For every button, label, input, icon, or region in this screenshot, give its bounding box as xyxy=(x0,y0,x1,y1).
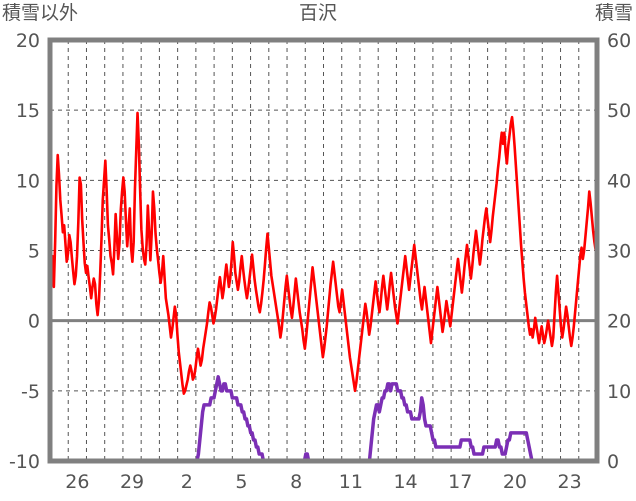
svg-text:23: 23 xyxy=(558,471,582,493)
svg-text:0: 0 xyxy=(28,311,40,333)
svg-text:20: 20 xyxy=(607,311,631,333)
svg-text:-10: -10 xyxy=(9,451,40,473)
left-axis-title: 積雪以外 xyxy=(2,2,79,24)
svg-text:-5: -5 xyxy=(21,381,40,403)
x-axis-ticks: 26 29 2 5 8 11 14 17 20 23 xyxy=(65,471,581,493)
svg-text:20: 20 xyxy=(503,471,527,493)
svg-text:11: 11 xyxy=(339,471,363,493)
svg-text:26: 26 xyxy=(65,471,89,493)
svg-text:60: 60 xyxy=(607,30,631,52)
svg-text:8: 8 xyxy=(290,471,302,493)
svg-text:0: 0 xyxy=(607,451,619,473)
svg-text:5: 5 xyxy=(235,471,247,493)
svg-text:17: 17 xyxy=(448,471,472,493)
svg-text:29: 29 xyxy=(120,471,144,493)
right-axis-title: 積雪 xyxy=(594,2,633,24)
left-axis-ticks: 20 15 10 5 0 -5 -10 xyxy=(9,30,40,473)
svg-text:40: 40 xyxy=(607,170,631,192)
svg-text:20: 20 xyxy=(16,30,40,52)
svg-text:14: 14 xyxy=(393,471,417,493)
chart-title: 百沢 xyxy=(298,2,337,24)
svg-text:2: 2 xyxy=(181,471,193,493)
svg-text:15: 15 xyxy=(16,100,40,122)
svg-text:50: 50 xyxy=(607,100,631,122)
svg-text:30: 30 xyxy=(607,241,631,263)
plot-frame xyxy=(47,37,600,464)
right-axis-ticks: 60 50 40 30 20 10 0 xyxy=(607,30,631,473)
svg-text:10: 10 xyxy=(16,170,40,192)
svg-text:5: 5 xyxy=(28,241,40,263)
svg-text:10: 10 xyxy=(607,381,631,403)
